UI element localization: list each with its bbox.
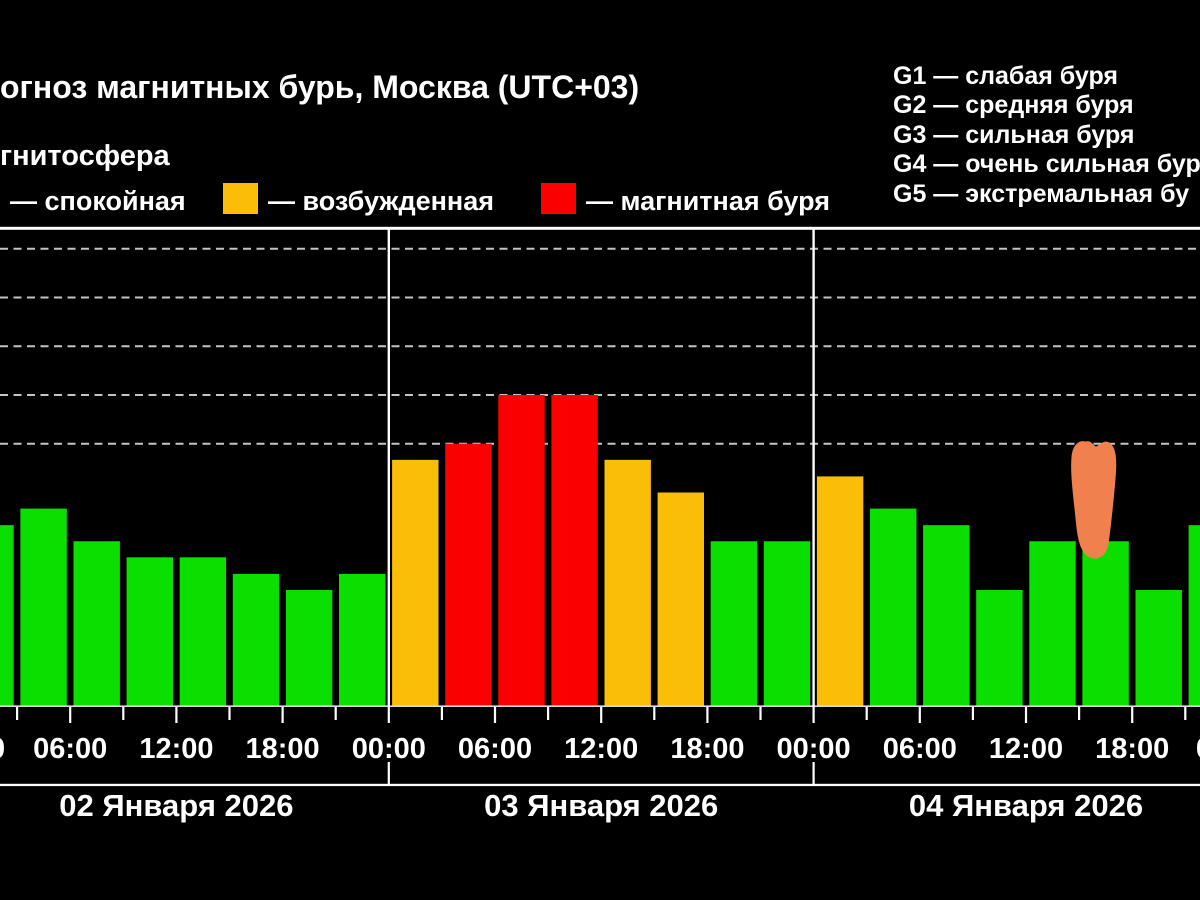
g-scale-g1: G1 — слабая буря [893, 62, 1119, 90]
g-scale-g2: G2 — средняя буря [893, 91, 1134, 120]
time-label: 18:00 [246, 733, 320, 765]
kp-bar [1082, 541, 1129, 707]
time-label: 06:00 [33, 733, 107, 765]
date-separator-line [0, 783, 1200, 787]
legend-item-calm: — спокойная [10, 186, 186, 216]
g-scale-legend: G1 — слабая буря G2 — средняя буря G3 — … [893, 62, 1200, 209]
annotation-blob [1071, 441, 1117, 559]
kp-bar [657, 492, 704, 707]
kp-bar [870, 508, 917, 707]
g-scale-g4: G4 — очень сильная бур [893, 150, 1200, 179]
date-label: 04 Января 2026 [909, 788, 1143, 823]
kp-bar [763, 541, 811, 707]
kp-bar [1135, 590, 1182, 707]
date-label: 02 Января 2026 [59, 788, 293, 823]
kp-bar [179, 557, 227, 707]
kp-bar [392, 459, 439, 707]
plot-top-border [0, 226, 1200, 230]
time-label: 18:00 [670, 733, 744, 765]
time-label: 12:00 [564, 733, 638, 765]
date-label: 03 Января 2026 [484, 788, 718, 823]
page-title: огноз магнитных бурь, Москва (UTC+03) [0, 69, 640, 105]
time-label: 00:00 [777, 733, 851, 765]
kp-bar [285, 590, 333, 707]
kp-bar [339, 573, 386, 707]
kp-bar [976, 590, 1023, 707]
kp-bar [816, 476, 864, 707]
kp-bar [126, 557, 173, 707]
kp-bar [232, 573, 280, 707]
g-scale-g5: G5 — экстремальная бу [893, 179, 1190, 208]
time-label: 06:00 [883, 733, 957, 765]
kp-bar [445, 443, 492, 707]
time-label: 00:00 [0, 733, 5, 765]
kp-bar [20, 508, 67, 707]
time-label: 06:00 [458, 733, 532, 765]
legend-item-storm: — магнитная буря [586, 186, 830, 216]
kp-bar [73, 541, 120, 707]
kp-bar [0, 525, 14, 707]
excited-swatch [223, 183, 258, 214]
time-label: 12:00 [139, 733, 213, 765]
kp-bar [551, 395, 598, 707]
time-label: 18:00 [1095, 733, 1169, 765]
kp-bar [923, 525, 970, 707]
g-scale-g3: G3 — сильная буря [893, 120, 1135, 149]
legend-item-excited: — возбужденная [268, 186, 494, 216]
time-label: 12:00 [989, 733, 1063, 765]
kp-bar [1029, 541, 1076, 707]
storm-swatch [541, 183, 576, 214]
kp-bar [498, 395, 545, 707]
magnetosphere-label: гнитосфера [0, 140, 170, 172]
kp-bar [710, 541, 758, 707]
time-label: 00:00 [352, 733, 426, 765]
kp-bar [1188, 525, 1200, 707]
kp-bar [604, 459, 651, 707]
time-label: 00:00 [1196, 733, 1200, 765]
